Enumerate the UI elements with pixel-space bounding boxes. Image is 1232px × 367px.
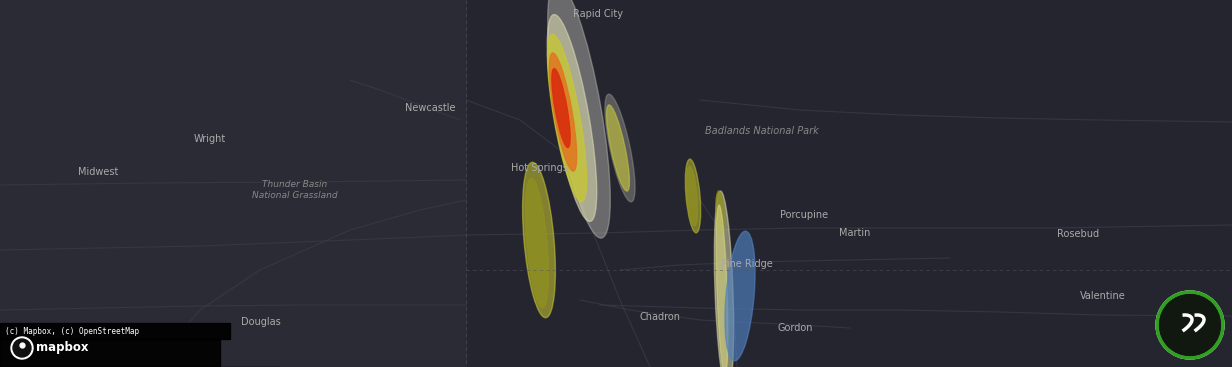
Bar (0, 323, 230, 339)
Text: Douglas: Douglas (241, 317, 281, 327)
Ellipse shape (606, 105, 630, 191)
Text: Rapid City: Rapid City (573, 9, 623, 19)
Ellipse shape (548, 0, 610, 238)
Ellipse shape (724, 231, 755, 361)
Ellipse shape (686, 166, 697, 226)
Circle shape (1156, 291, 1225, 359)
Text: (c) Mapbox, (c) OpenStreetMap: (c) Mapbox, (c) OpenStreetMap (5, 327, 139, 335)
Ellipse shape (716, 191, 724, 235)
Ellipse shape (552, 69, 570, 148)
Bar (0, 0, 466, 367)
Text: Midwest: Midwest (78, 167, 118, 177)
Text: Newcastle: Newcastle (405, 103, 456, 113)
Text: Rosebud: Rosebud (1057, 229, 1099, 239)
Text: Chadron: Chadron (639, 312, 680, 322)
Text: Porcupine: Porcupine (780, 210, 828, 220)
Text: Badlands National Park: Badlands National Park (705, 126, 819, 136)
Text: Hot Springs: Hot Springs (510, 163, 568, 173)
Ellipse shape (685, 159, 701, 233)
Text: Pine Ridge: Pine Ridge (721, 259, 772, 269)
Circle shape (1159, 294, 1221, 356)
Ellipse shape (547, 15, 596, 221)
Text: Thunder Basin
National Grassland: Thunder Basin National Grassland (253, 180, 338, 200)
Circle shape (14, 339, 31, 357)
Text: Gordon: Gordon (777, 323, 813, 333)
Ellipse shape (547, 34, 586, 202)
Ellipse shape (605, 94, 634, 202)
Ellipse shape (549, 53, 577, 171)
Circle shape (11, 337, 33, 359)
Bar (0, 339, 221, 367)
Ellipse shape (526, 178, 548, 308)
Ellipse shape (522, 162, 556, 318)
Text: Valentine: Valentine (1080, 291, 1126, 301)
Text: Martin: Martin (839, 228, 871, 238)
Text: Wright: Wright (193, 134, 227, 144)
Text: mapbox: mapbox (36, 342, 89, 355)
Ellipse shape (716, 205, 728, 367)
Ellipse shape (715, 191, 733, 367)
